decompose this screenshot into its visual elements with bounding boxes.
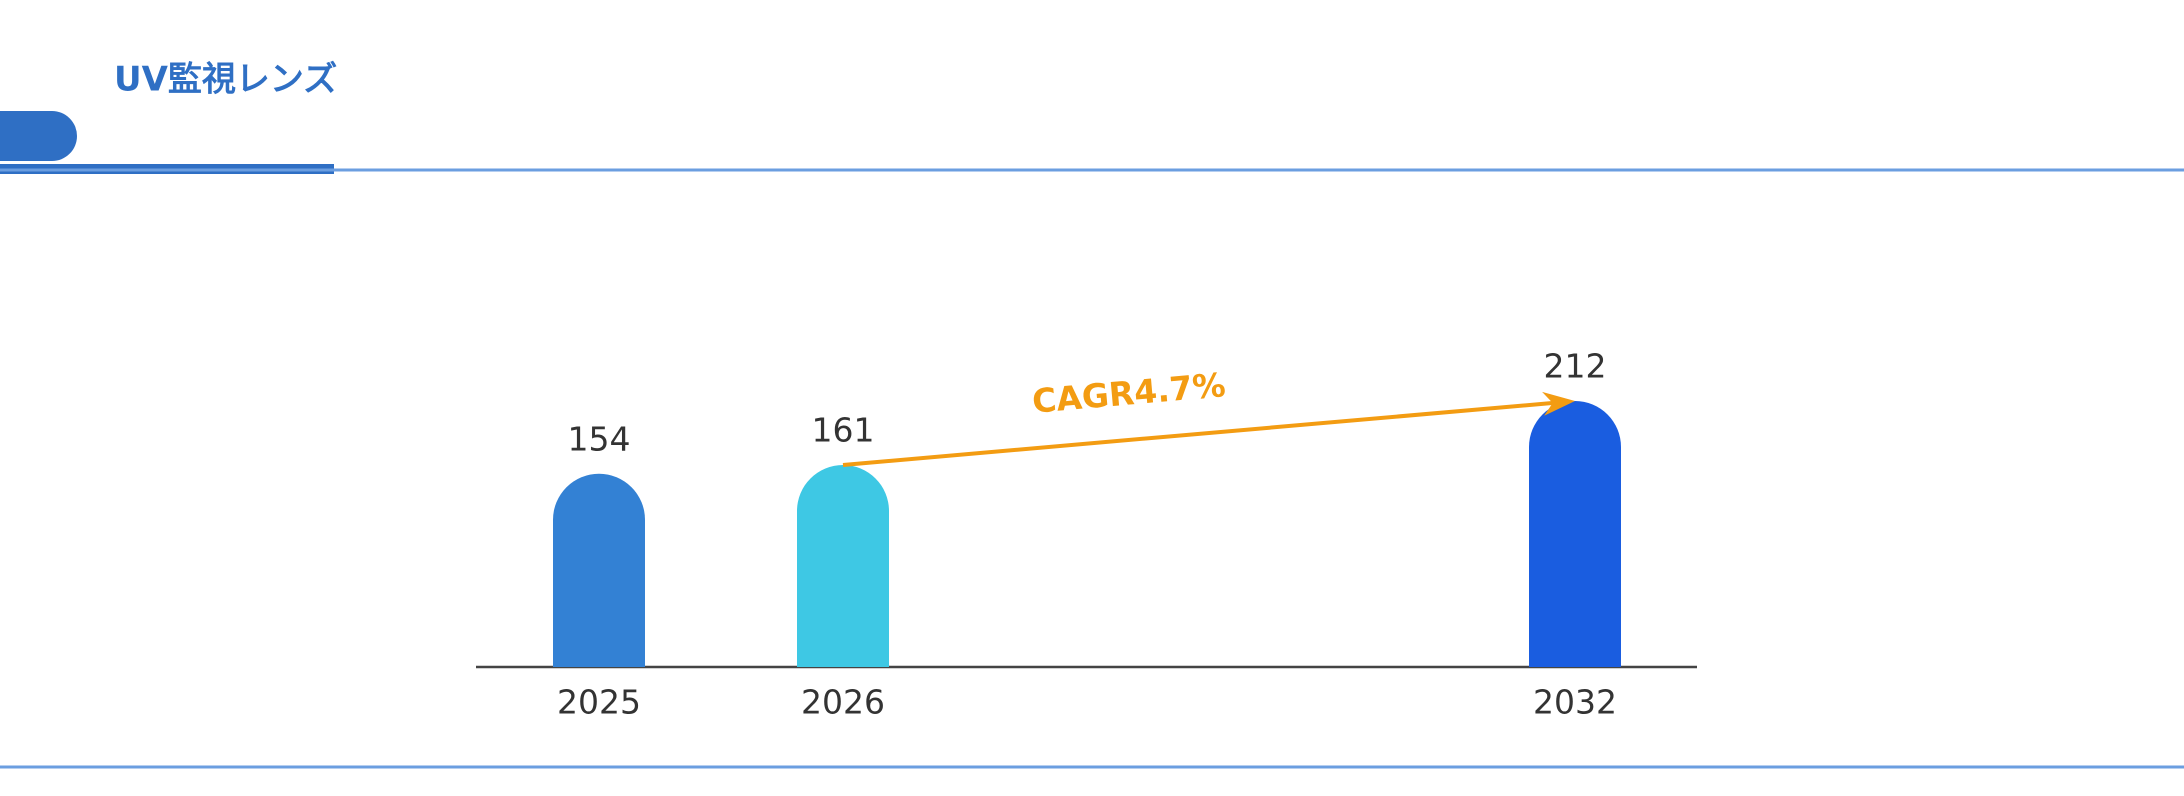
section-title: UV監視レンズ	[114, 60, 337, 100]
cagr-label: CAGR4.7%	[1031, 365, 1227, 421]
x-tick-label: 2026	[801, 683, 885, 722]
x-tick-label: 2032	[1533, 683, 1617, 722]
cagr-arrow-head	[1542, 391, 1575, 416]
header-tab	[0, 111, 77, 161]
bar	[797, 464, 890, 667]
bar	[553, 473, 645, 667]
value-label: 154	[568, 419, 631, 458]
value-label: 161	[812, 410, 875, 449]
bar	[1529, 401, 1621, 667]
x-tick-label: 2025	[557, 683, 641, 722]
cagr-arrow	[842, 400, 1556, 467]
value-label: 212	[1544, 347, 1607, 386]
